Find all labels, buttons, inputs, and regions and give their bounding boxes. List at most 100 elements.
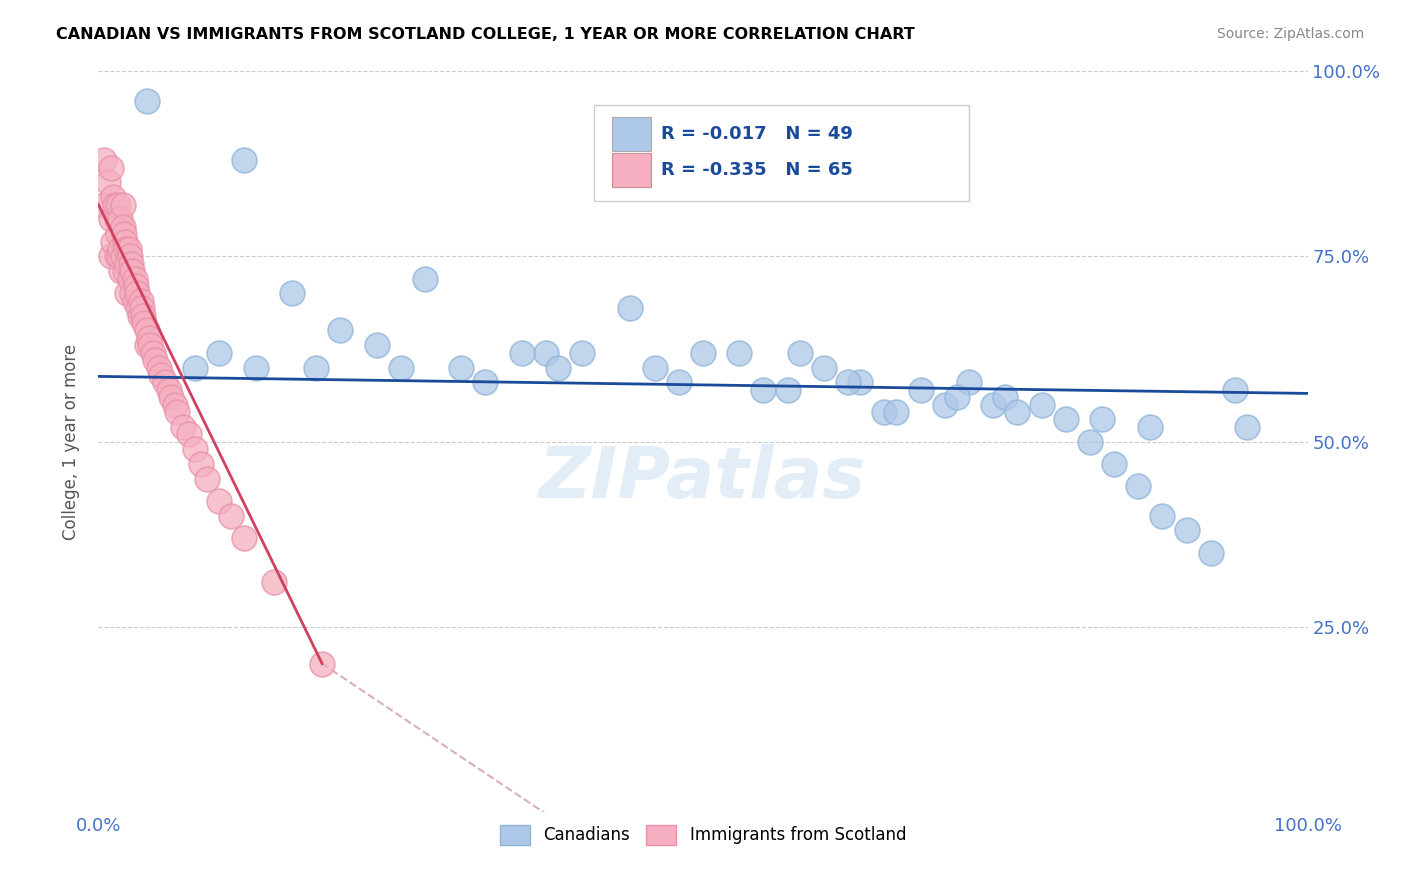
Point bbox=[366, 338, 388, 352]
Point bbox=[163, 398, 186, 412]
Point bbox=[534, 345, 557, 359]
Point bbox=[121, 264, 143, 278]
Point bbox=[160, 390, 183, 404]
Point bbox=[111, 219, 134, 234]
Point bbox=[957, 376, 980, 390]
Point bbox=[886, 405, 908, 419]
Point bbox=[100, 212, 122, 227]
Point bbox=[1091, 412, 1114, 426]
Text: R = -0.017   N = 49: R = -0.017 N = 49 bbox=[661, 125, 852, 144]
Point bbox=[245, 360, 267, 375]
Point bbox=[311, 657, 333, 671]
Point bbox=[114, 264, 136, 278]
Point bbox=[1223, 383, 1246, 397]
Point bbox=[124, 293, 146, 308]
Point bbox=[208, 493, 231, 508]
Point bbox=[148, 360, 170, 375]
Text: ZIPatlas: ZIPatlas bbox=[540, 444, 866, 513]
Point bbox=[752, 383, 775, 397]
Point bbox=[93, 197, 115, 211]
Point bbox=[1152, 508, 1174, 523]
Point bbox=[1102, 457, 1125, 471]
Point bbox=[111, 250, 134, 264]
Point bbox=[117, 257, 139, 271]
Point bbox=[1054, 412, 1077, 426]
Point bbox=[1175, 524, 1198, 538]
Point bbox=[117, 286, 139, 301]
Point bbox=[172, 419, 194, 434]
Point bbox=[101, 235, 124, 249]
Point bbox=[195, 471, 218, 485]
Point bbox=[101, 190, 124, 204]
Point bbox=[305, 360, 328, 375]
Point bbox=[1128, 479, 1150, 493]
Point bbox=[105, 250, 128, 264]
Point bbox=[1031, 398, 1053, 412]
Point bbox=[934, 398, 956, 412]
Point bbox=[127, 286, 149, 301]
Text: CANADIAN VS IMMIGRANTS FROM SCOTLAND COLLEGE, 1 YEAR OR MORE CORRELATION CHART: CANADIAN VS IMMIGRANTS FROM SCOTLAND COL… bbox=[56, 27, 915, 42]
Point bbox=[134, 316, 156, 330]
Point bbox=[389, 360, 412, 375]
Point bbox=[153, 376, 176, 390]
Point bbox=[135, 338, 157, 352]
Point bbox=[125, 279, 148, 293]
Point bbox=[221, 508, 243, 523]
Point bbox=[142, 345, 165, 359]
FancyBboxPatch shape bbox=[613, 117, 651, 152]
Point bbox=[813, 360, 835, 375]
Point bbox=[571, 345, 593, 359]
Point bbox=[184, 442, 207, 456]
Point bbox=[281, 286, 304, 301]
Point bbox=[1199, 546, 1222, 560]
Point bbox=[547, 360, 569, 375]
Point bbox=[329, 324, 352, 338]
Point bbox=[849, 376, 872, 390]
Point bbox=[135, 324, 157, 338]
Point bbox=[166, 405, 188, 419]
Point bbox=[138, 331, 160, 345]
Point bbox=[837, 376, 859, 390]
FancyBboxPatch shape bbox=[613, 153, 651, 186]
Point bbox=[129, 293, 152, 308]
Point bbox=[127, 301, 149, 316]
Point bbox=[184, 360, 207, 375]
Point bbox=[1007, 405, 1029, 419]
Point bbox=[107, 197, 129, 211]
Point bbox=[121, 286, 143, 301]
FancyBboxPatch shape bbox=[595, 104, 969, 201]
Point bbox=[100, 161, 122, 175]
Y-axis label: College, 1 year or more: College, 1 year or more bbox=[62, 343, 80, 540]
Point bbox=[910, 383, 932, 397]
Point bbox=[789, 345, 811, 359]
Point bbox=[105, 212, 128, 227]
Point bbox=[692, 345, 714, 359]
Point bbox=[118, 271, 141, 285]
Point bbox=[111, 197, 134, 211]
Point bbox=[118, 250, 141, 264]
Point bbox=[108, 212, 131, 227]
Point bbox=[132, 309, 155, 323]
Point bbox=[93, 153, 115, 168]
Point bbox=[644, 360, 666, 375]
Point bbox=[1078, 434, 1101, 449]
Point bbox=[104, 197, 127, 211]
Point bbox=[728, 345, 751, 359]
Point bbox=[107, 227, 129, 242]
Point bbox=[110, 264, 132, 278]
Point bbox=[157, 383, 180, 397]
Point bbox=[232, 153, 254, 168]
Point bbox=[474, 376, 496, 390]
Point bbox=[150, 368, 173, 382]
Point bbox=[139, 338, 162, 352]
Point bbox=[118, 242, 141, 256]
Point bbox=[108, 242, 131, 256]
Point bbox=[994, 390, 1017, 404]
Point bbox=[131, 301, 153, 316]
Point bbox=[108, 250, 131, 264]
Point bbox=[1236, 419, 1258, 434]
Point bbox=[128, 309, 150, 323]
Point bbox=[1139, 419, 1161, 434]
Point bbox=[776, 383, 799, 397]
Point bbox=[120, 257, 142, 271]
